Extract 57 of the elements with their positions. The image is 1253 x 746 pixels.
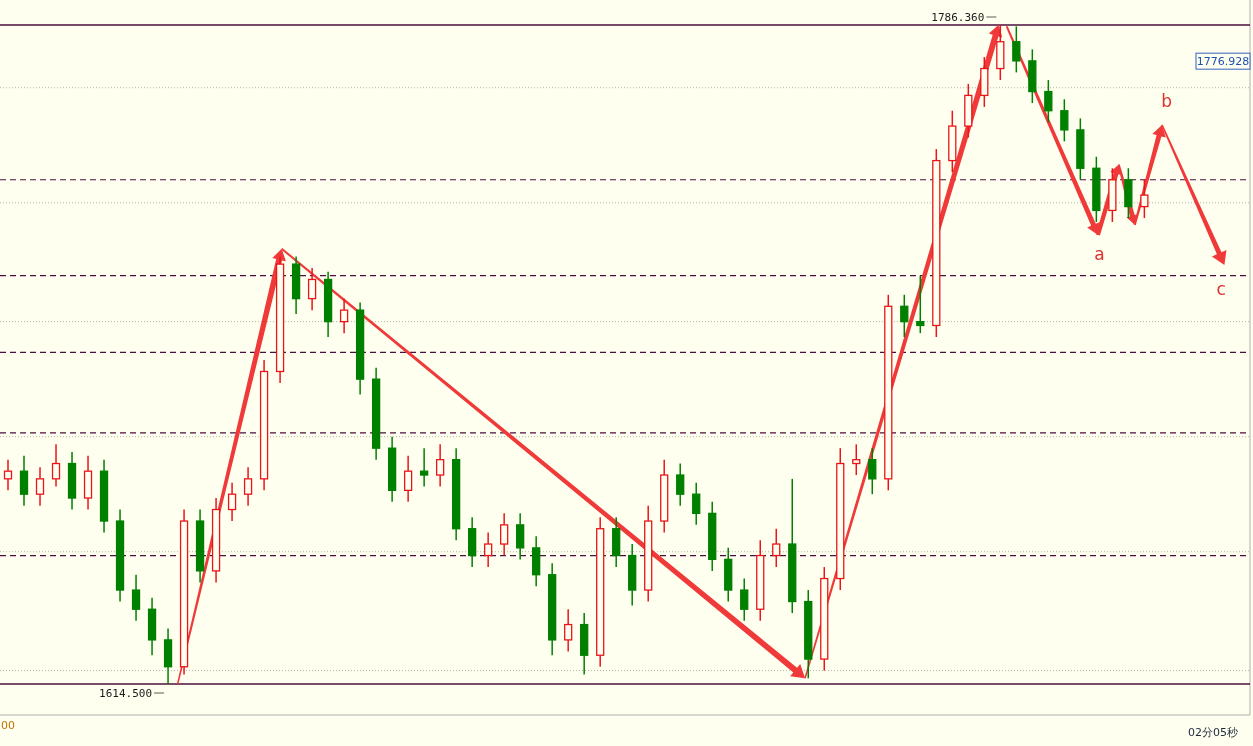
candlestick bbox=[163, 627, 173, 685]
candlestick bbox=[243, 466, 253, 507]
candlestick bbox=[692, 481, 701, 526]
candlestick bbox=[724, 547, 733, 603]
candlestick bbox=[676, 462, 685, 507]
candlestick bbox=[19, 455, 29, 507]
candlestick bbox=[468, 516, 477, 568]
text: b bbox=[1161, 90, 1173, 111]
candlestick bbox=[291, 255, 301, 315]
text: 00 bbox=[1, 719, 15, 732]
candlestick bbox=[147, 596, 157, 656]
candlestick bbox=[3, 458, 13, 492]
candlestick bbox=[564, 608, 573, 653]
candlestick bbox=[708, 501, 717, 572]
candlestick bbox=[387, 435, 397, 503]
candlestick bbox=[51, 443, 61, 488]
candlestick bbox=[435, 443, 445, 488]
candlestick bbox=[452, 447, 461, 541]
candlestick bbox=[131, 573, 141, 622]
candlestick bbox=[484, 531, 493, 568]
candlestick bbox=[660, 458, 669, 534]
candlestick bbox=[516, 512, 525, 561]
candlestick bbox=[99, 458, 109, 534]
candlestick bbox=[740, 577, 749, 622]
annotation: a bbox=[1094, 244, 1105, 265]
candlestick bbox=[211, 497, 221, 584]
candlestick bbox=[371, 366, 381, 461]
annotation: 1786.360 bbox=[931, 11, 985, 24]
candlestick bbox=[83, 455, 93, 511]
candlestick bbox=[756, 539, 765, 622]
annotation: 1614.500 bbox=[99, 687, 153, 700]
candlestick bbox=[259, 359, 269, 492]
candlestick bbox=[307, 267, 317, 311]
candlestick bbox=[339, 297, 349, 334]
text: c bbox=[1216, 278, 1226, 299]
candlestick bbox=[500, 512, 509, 557]
candlestick bbox=[612, 516, 621, 568]
candlestick bbox=[355, 301, 365, 396]
candlestick bbox=[580, 612, 589, 676]
candlestick bbox=[67, 451, 77, 511]
candlestick bbox=[644, 504, 653, 603]
text: 02分05秒 bbox=[1188, 726, 1238, 739]
candlestick bbox=[548, 562, 557, 656]
candlestick bbox=[532, 535, 541, 587]
candlestick bbox=[628, 543, 637, 607]
candlestick bbox=[227, 481, 237, 522]
candlestick bbox=[323, 271, 333, 338]
candlestick bbox=[35, 466, 45, 507]
candlestick bbox=[596, 516, 605, 668]
candlestick bbox=[403, 455, 413, 503]
candlestick bbox=[195, 508, 205, 584]
candlestick bbox=[115, 508, 125, 603]
candlestick bbox=[275, 255, 285, 384]
candlestick bbox=[179, 508, 189, 676]
text: 1776.928 bbox=[1196, 55, 1250, 69]
candlestick bbox=[419, 447, 429, 488]
candlestick bbox=[772, 527, 781, 568]
